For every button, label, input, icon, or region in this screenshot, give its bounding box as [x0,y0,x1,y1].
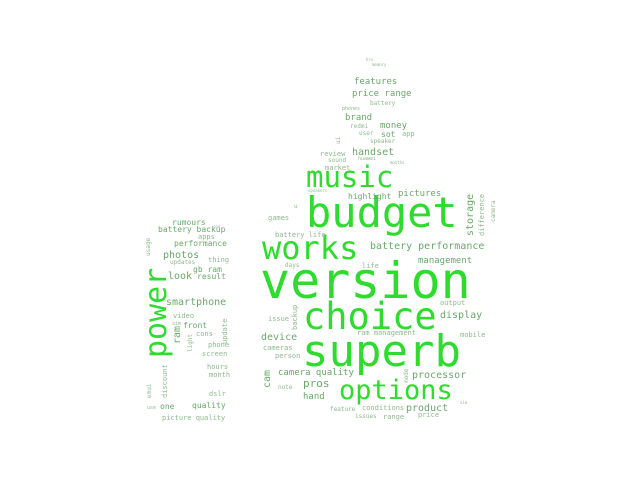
word-price-range: price range [352,89,412,99]
word-device: device [261,332,298,343]
word-con: con [213,224,221,229]
word-sim-small: sim [460,400,468,405]
word-huawei: huawei [358,156,377,162]
word-highlight: highlight [348,192,392,201]
word-backup: backup [291,304,299,330]
word-ram: ram [172,325,183,344]
word-issues: issues [355,413,377,420]
word-handset: handset [352,147,395,158]
word-redmi: redmi [350,123,369,130]
word-hrs: hrs [366,57,374,62]
word-light: light [187,333,194,352]
word-mobile: mobile [460,331,486,339]
word-works: works [262,229,359,267]
word-thing: thing [208,256,230,264]
word-hand: hand [303,392,325,402]
word-days: days [285,262,300,269]
word-market: market [325,164,351,172]
word-features: features [354,77,398,87]
word-performance: performance [174,239,227,248]
word-person: person [275,352,301,360]
word-processor: processor [412,370,467,381]
word-cam: cam [262,369,273,388]
word-ram-management: ram management [357,329,417,337]
word-dslr: dslr [209,390,226,398]
word-app: app [402,130,415,138]
word-phones: phones [342,106,361,112]
word-camera-top: camera [490,200,497,222]
word-updates: updates [170,259,196,266]
word-brand: brand [345,113,373,123]
word-management: management [418,256,473,266]
word-games: games [268,214,290,222]
word-life: life [362,262,379,270]
word-front: front [183,321,208,330]
word-difference: difference [478,193,486,236]
word-rumours: rumours [172,218,206,227]
word-picture-quality: picture quality [162,414,226,422]
word-battery-backup: battery backup [158,225,226,234]
word-conditions: conditions [362,404,405,412]
word-screen: screen [202,350,228,358]
word-output: output [440,299,466,307]
word-display: display [440,310,483,321]
word-cameras: cameras [263,344,293,352]
word-emui: emui [146,383,153,398]
word-speakers: speakers [308,188,328,193]
word-product: product [406,403,449,414]
word-u: u [294,203,298,210]
word-ui: ui [335,136,342,144]
word-issue: issue [268,315,290,323]
word-sim: sim [172,321,182,327]
word-discount: discount [161,364,169,398]
word-smartphone: smartphone [166,297,227,308]
word-mode: mode [403,368,410,383]
word-video: video [173,312,195,320]
word-look: look [168,271,193,282]
word-feature: feature [330,406,356,413]
word-result: result [197,272,226,281]
word-battery-performance: battery performance [370,241,485,252]
word-budget: budget [306,188,458,237]
word-speaker: speaker [370,138,396,145]
word-apps: apps [198,233,215,241]
word-options: options [339,375,453,406]
word-battery-life: battery life [275,231,326,239]
word-memory: memory [372,62,387,67]
word-usage: usage [145,237,152,256]
word-sot: sot [381,130,396,139]
word-battery-top: battery [370,100,396,107]
word-choice: choice [303,295,437,338]
word-pictures: pictures [398,189,442,199]
word-camera-quality: camera quality [278,368,354,378]
word-money: money [380,121,408,131]
word-storage: storage [465,193,476,236]
word-use: use [147,405,157,411]
word-pros: pros [303,377,330,390]
word-music: music [306,160,394,194]
word-user: user [359,130,374,137]
word-review: review [320,150,346,158]
word-one: one [160,402,175,411]
word-hours: hours [207,363,229,371]
word-gb-ram: gb ram [193,265,222,274]
word-price: price [418,411,440,419]
word-phone: phone [208,341,230,349]
word-quality: quality [192,401,226,410]
word-sound: sound [328,157,347,164]
word-note: note [278,384,293,391]
word-month: month [209,371,231,379]
word-cons: cons [196,330,213,338]
word-superb: superb [302,326,461,377]
word-photos: photos [163,250,200,261]
word-months: months [390,160,405,165]
word-range: range [383,413,405,421]
word-version: version [260,252,471,310]
